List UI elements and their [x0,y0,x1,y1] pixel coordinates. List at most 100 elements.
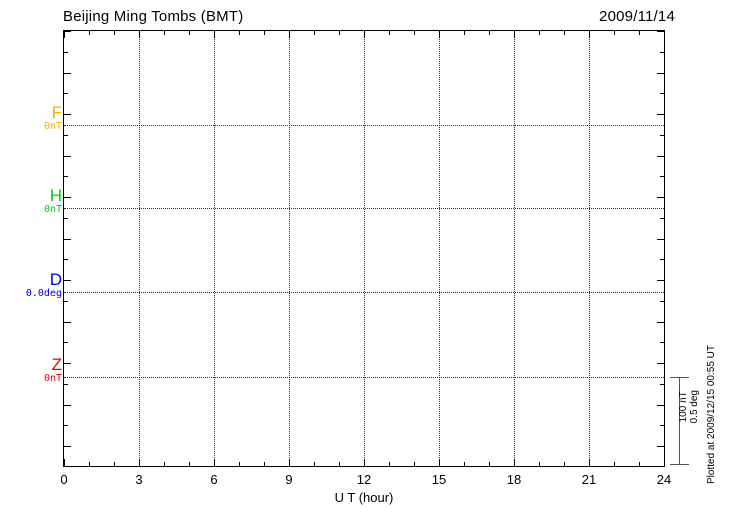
x-axis-tick [514,31,515,38]
x-axis-tick [189,462,190,466]
y-axis-tick [64,218,68,219]
component-symbol: Z [51,355,62,374]
y-axis-tick [660,135,664,136]
y-axis-tick [64,384,68,385]
y-axis-tick [660,93,664,94]
y-axis-tick [660,425,664,426]
component-label-z: Z 0nT [44,356,62,385]
x-axis-tick [64,31,65,38]
y-axis-tick [657,239,664,240]
x-axis-tick [414,31,415,35]
component-baseline-value: 0nT [43,204,62,215]
y-axis-tick [64,114,71,115]
y-axis-tick [657,363,664,364]
x-tick-label: 21 [581,472,597,487]
x-axis-tick [289,31,290,38]
x-axis-tick [89,462,90,466]
y-axis-tick [64,73,71,74]
x-axis-tick [264,31,265,35]
x-tick-label: 3 [135,472,143,487]
y-axis-tick [657,114,664,115]
x-axis-tick [164,31,165,35]
x-axis-tick [214,31,215,38]
x-axis-tick [389,31,390,35]
x-axis-tick [114,462,115,466]
x-axis-tick [264,462,265,466]
x-axis-tick [639,31,640,35]
component-symbol: H [49,186,62,205]
y-axis-tick [64,31,71,32]
x-axis-tick [239,31,240,35]
x-axis-tick [189,31,190,35]
observation-date: 2009/11/14 [599,8,675,25]
x-axis-tick [439,31,440,38]
x-axis-tick [464,31,465,35]
y-axis-tick [657,73,664,74]
x-tick-label: 0 [60,472,68,487]
x-axis-tick [239,462,240,466]
x-axis-tick [439,459,440,466]
y-axis-tick [64,446,71,447]
component-baseline-value: 0.0deg [25,288,62,299]
y-axis-tick [64,280,71,281]
x-axis-tick [589,459,590,466]
y-axis-tick [64,176,68,177]
x-axis-tick [364,31,365,38]
x-axis-tick [314,31,315,35]
y-axis-tick [64,197,71,198]
y-axis-tick [64,259,68,260]
x-tick-label: 9 [285,472,293,487]
y-axis-tick [660,384,664,385]
component-label-f: F 0nT [44,104,62,133]
x-axis-tick [389,462,390,466]
vertical-gridline [139,31,140,466]
x-axis-tick [64,459,65,466]
baseline-gridline-f [64,125,664,126]
y-axis-tick [657,280,664,281]
y-axis-tick [660,218,664,219]
plotted-at-timestamp: Plotted at 2009/12/15 00:55 UT [706,345,717,484]
vertical-gridline [439,31,440,466]
component-label-h: H 0nT [44,187,62,216]
x-axis-tick [589,31,590,38]
x-axis-tick [314,462,315,466]
x-tick-label: 12 [356,472,372,487]
y-axis-tick [64,239,71,240]
x-axis-tick [464,462,465,466]
baseline-gridline-d [64,292,664,293]
vertical-gridline [364,31,365,466]
vertical-gridline [589,31,590,466]
y-axis-tick [64,135,68,136]
y-axis-tick [657,322,664,323]
y-axis-tick [660,342,664,343]
y-axis-tick [64,342,68,343]
x-axis-tick [489,462,490,466]
vertical-gridline [214,31,215,466]
x-axis-tick [289,459,290,466]
x-axis-tick [614,462,615,466]
scale-bar [670,377,689,465]
x-axis-tick [339,31,340,35]
x-axis-tick [139,31,140,38]
x-axis-tick [139,459,140,466]
x-axis-tick [489,31,490,35]
x-axis-tick [564,462,565,466]
baseline-gridline-z [64,377,664,378]
component-symbol: D [49,270,62,289]
y-axis-tick [64,322,71,323]
y-axis-tick [657,197,664,198]
y-axis-tick [64,405,71,406]
y-axis-tick [657,405,664,406]
component-symbol: F [51,103,62,122]
y-axis-tick [64,52,68,53]
plot-frame [63,30,665,467]
component-baseline-value: 0nT [43,121,62,132]
x-axis-tick [614,31,615,35]
vertical-gridline [514,31,515,466]
component-label-d: D 0.0deg [26,271,62,300]
page-title: Beijing Ming Tombs (BMT) [63,8,244,25]
x-axis-tick [539,31,540,35]
y-axis-tick [64,156,71,157]
y-axis-tick [660,176,664,177]
